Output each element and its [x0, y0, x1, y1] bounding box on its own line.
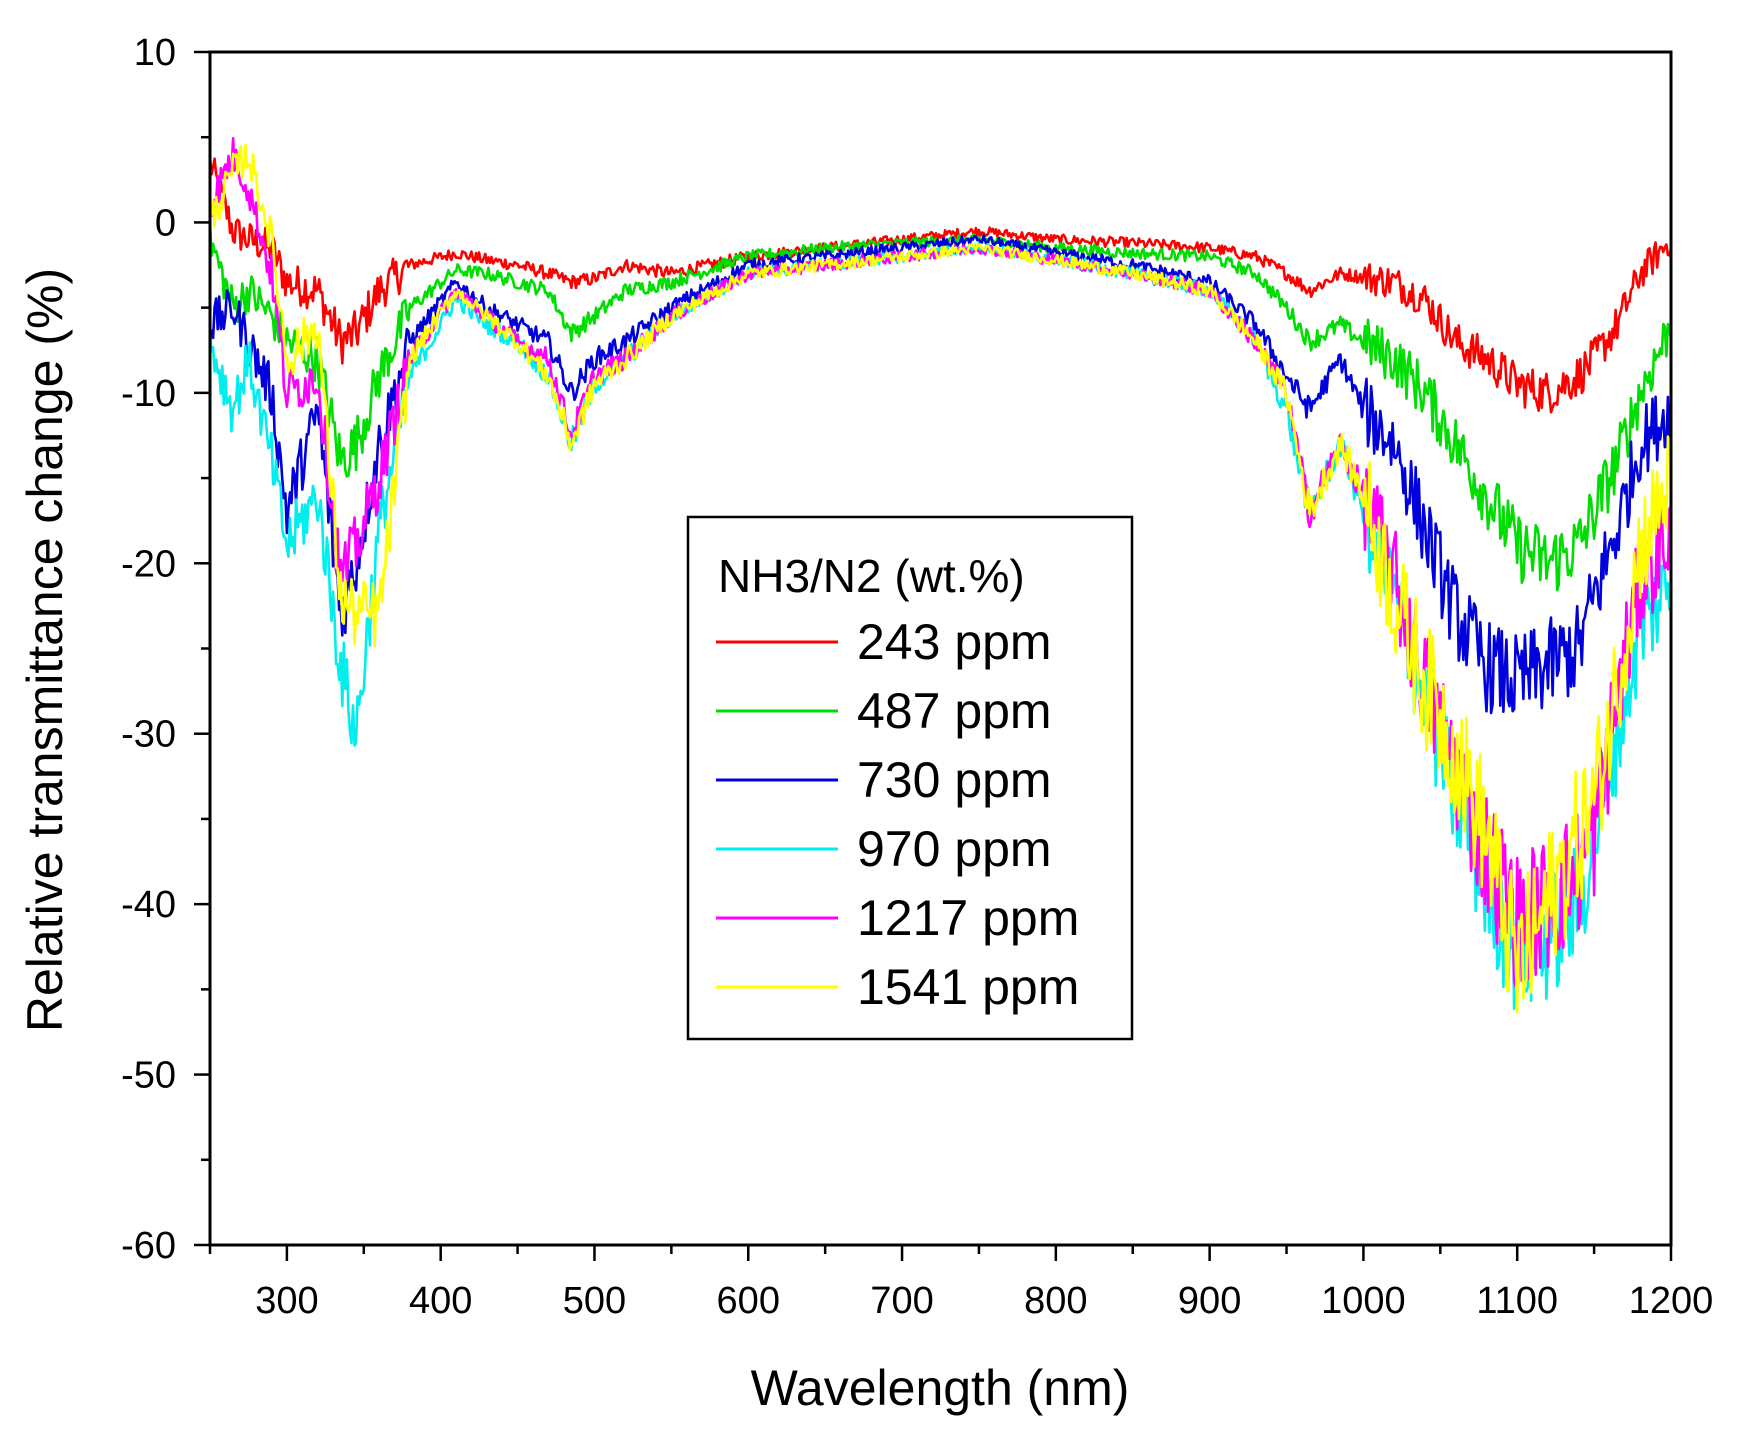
legend-label-970-ppm: 970 ppm [857, 821, 1052, 877]
series-line-730-ppm [208, 234, 1673, 715]
series-layer [208, 137, 1673, 1014]
legend-label-243-ppm: 243 ppm [857, 614, 1052, 670]
y-tick-label: -30 [121, 714, 176, 756]
x-axis-title: Wavelength (nm) [751, 1360, 1130, 1416]
legend-label-1541-ppm: 1541 ppm [857, 959, 1079, 1015]
y-tick-label: 0 [155, 202, 176, 244]
legend-label-730-ppm: 730 ppm [857, 752, 1052, 808]
x-tick-label: 900 [1178, 1280, 1241, 1322]
legend-box [686, 515, 1134, 1041]
legend-title: NH3/N2 (wt.%) [718, 550, 1025, 602]
x-tick-label: 1100 [1476, 1280, 1558, 1322]
y-tick-label: -20 [121, 543, 176, 585]
legend-label-487-ppm: 487 ppm [857, 683, 1052, 739]
x-tick-label: 300 [255, 1280, 318, 1322]
legend: NH3/N2 (wt.%) 243 ppm 487 ppm 730 ppm 970 p… [686, 515, 1134, 1041]
x-tick-label: 400 [409, 1280, 472, 1322]
x-tick-label: 1200 [1629, 1280, 1714, 1322]
x-tick-label: 600 [717, 1280, 780, 1322]
x-tick-label: 1000 [1321, 1280, 1406, 1322]
x-tick-label: 800 [1024, 1280, 1087, 1322]
legend-label-1217-ppm: 1217 ppm [857, 890, 1079, 946]
y-tick-label: -60 [121, 1225, 176, 1267]
y-tick-label: -40 [121, 884, 176, 926]
y-tick-label: -10 [121, 373, 176, 415]
series-line-1541-ppm [208, 143, 1673, 1014]
x-tick-label: 700 [870, 1280, 933, 1322]
y-tick-label: -50 [121, 1055, 176, 1097]
y-tick-label: 10 [134, 32, 176, 74]
series-line-243-ppm [208, 157, 1673, 414]
legend-entries: 243 ppm 487 ppm 730 ppm 970 ppm 1217 ppm 1541… [716, 614, 1079, 1015]
y-axis-title: Relative transmittance change (%) [17, 268, 73, 1032]
ticks-layer: 300 400 500 600 700 800 900 1000 1100 1200 10 0 -10 -… [121, 32, 1713, 1322]
x-tick-label: 500 [563, 1280, 626, 1322]
